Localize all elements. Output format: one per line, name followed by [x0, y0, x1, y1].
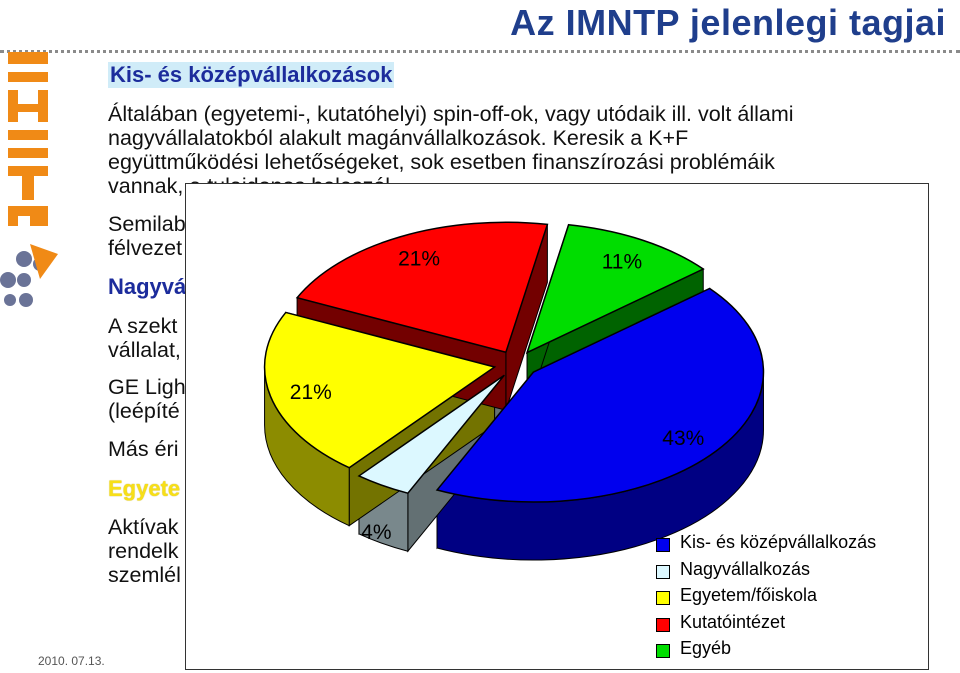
pie-slice-4	[295, 221, 549, 354]
legend-swatch	[656, 538, 670, 552]
pie-label-5: 11%	[602, 250, 642, 273]
paragraph-2-line-1: Semilab	[108, 212, 186, 236]
pie-slice-1	[435, 287, 765, 503]
pie-label-2: 4%	[361, 521, 391, 544]
pie-label-1: 43%	[662, 427, 704, 450]
paragraph-3-line-2: vállalat,	[108, 338, 181, 362]
legend-swatch	[656, 591, 670, 605]
paragraph-6-line-3: szemlél	[108, 563, 181, 587]
legend-item-5: Egyéb	[656, 638, 921, 665]
heading-egyetem: Egyete	[108, 476, 181, 501]
paragraph-1-line-2: nagyvállalatokból alakult magánvállalkoz…	[108, 126, 689, 150]
paragraph-6-line-2: rendelk	[108, 539, 179, 563]
legend-label: Kis- és középvállalkozás	[680, 532, 877, 552]
paragraph-6-line-1: Aktívak	[108, 515, 179, 539]
pie-slice-2	[357, 374, 505, 495]
heading-nagyvallalkozas: Nagyvá	[108, 274, 187, 299]
slide-date: 2010. 07.13.	[38, 654, 105, 668]
legend-swatch	[656, 617, 670, 632]
pie-slice-5	[525, 223, 705, 355]
legend-swatch	[656, 644, 670, 658]
imntp-logo	[0, 52, 58, 307]
paragraph-3-line-1: A szekt	[108, 314, 178, 338]
paragraph-2-line-2: félvezet	[108, 236, 183, 260]
paragraph-1-line-3: együttműködési lehetőségeket, sok esetbe…	[108, 150, 775, 174]
legend-item-4: Kutatóintézet	[656, 612, 921, 639]
pie-slice-3	[263, 311, 497, 469]
legend-item-3: Egyetem/főiskola	[656, 585, 921, 612]
heading-kkv: Kis- és középvállalkozások	[108, 62, 395, 88]
paragraph-5-line-1: Más éri	[108, 437, 179, 461]
chart-legend: Kis- és középvállalkozás Nagyvállalkozás E…	[656, 532, 921, 665]
legend-label: Kutatóintézet	[680, 611, 786, 632]
legend-label: Egyéb	[680, 638, 732, 658]
legend-item-2: Nagyvállalkozás	[656, 559, 921, 586]
paragraph-4-line-1: GE Ligh	[108, 375, 186, 399]
pie-chart-frame: 43% 4% 21% 21% 11% Kis- és középvállalkozás N…	[185, 183, 929, 670]
paragraph-1-line-1: Általában (egyetemi-, kutatóhelyi) spin-…	[108, 102, 794, 126]
slide-title: Az IMNTP jelenlegi tagjai	[510, 2, 946, 43]
legend-item-1: Kis- és középvállalkozás	[656, 532, 921, 559]
legend-swatch	[656, 564, 670, 579]
legend-label: Egyetem/főiskola	[680, 585, 818, 605]
paragraph-4-line-2: (leépíté	[108, 399, 180, 423]
pie-chart: 43% 4% 21% 21% 11%	[263, 221, 765, 561]
legend-label: Nagyvállalkozás	[680, 558, 811, 579]
pie-label-3: 21%	[290, 381, 332, 404]
pie-label-4: 21%	[398, 248, 440, 271]
title-divider	[0, 50, 960, 53]
